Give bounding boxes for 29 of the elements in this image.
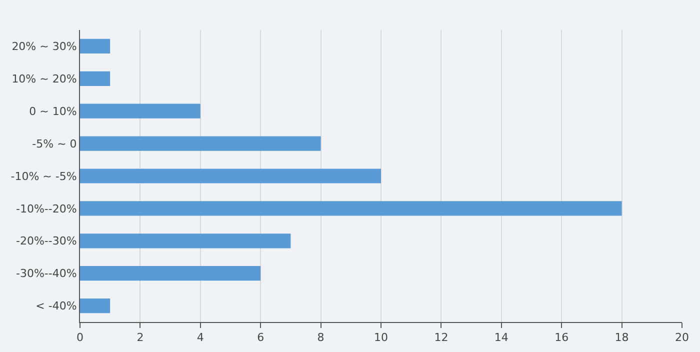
bar (80, 104, 200, 118)
y-tick-label: 0 ~ 10% (29, 104, 77, 118)
x-tick-label: 4 (196, 331, 204, 344)
y-tick-label: -5% ~ 0 (32, 137, 77, 150)
y-tick-label: -10%--20% (16, 202, 77, 216)
bar (80, 168, 381, 184)
bar (80, 71, 110, 86)
bar (80, 38, 110, 54)
x-tick-label: 8 (317, 331, 324, 344)
x-tick-label: 18 (614, 331, 629, 344)
y-tick-label: < -40% (36, 300, 77, 313)
y-tick-label: -20%--30% (16, 234, 77, 248)
x-tick-label: 20 (675, 331, 689, 344)
x-tick-label: 14 (494, 331, 508, 344)
bar (80, 266, 261, 281)
y-tick-label: -10% ~ -5% (10, 170, 77, 183)
bar (80, 201, 622, 216)
x-tick-label: 12 (434, 331, 448, 344)
x-tick-label: 2 (136, 331, 144, 344)
x-tick-label: 16 (554, 331, 569, 344)
bar (80, 298, 110, 314)
bar (80, 136, 321, 151)
x-tick-label: 0 (76, 331, 84, 344)
x-tick-label: 10 (374, 331, 388, 344)
bar (80, 234, 291, 248)
y-tick-label: 10% ~ 20% (12, 72, 77, 86)
x-tick-label: 6 (257, 331, 264, 344)
y-tick-label: 20% ~ 30% (12, 40, 77, 54)
y-tick-label: -30%--40% (16, 267, 77, 280)
